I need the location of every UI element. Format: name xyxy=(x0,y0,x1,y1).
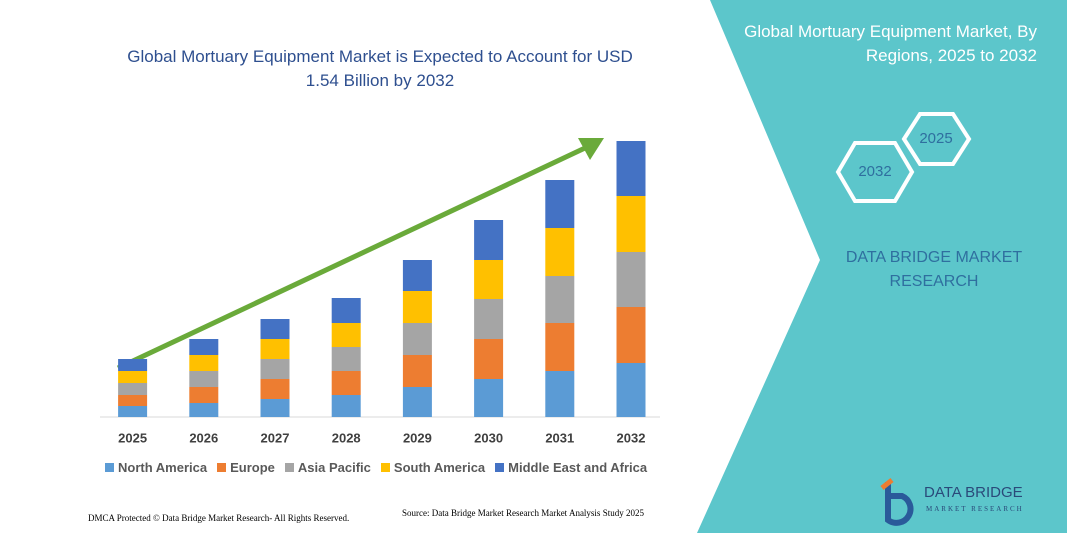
legend-item: Middle East and Africa xyxy=(495,460,647,475)
bar-segment xyxy=(474,260,504,299)
hex-label: 2032 xyxy=(858,163,891,180)
legend-swatch xyxy=(380,463,390,472)
bar-segment xyxy=(189,355,219,371)
bar-segment xyxy=(118,406,148,417)
bar-segment xyxy=(616,307,646,363)
legend-label: Asia Pacific xyxy=(297,460,371,475)
hex-label: 2025 xyxy=(919,130,952,147)
bar-segment xyxy=(331,298,361,323)
bar-segment xyxy=(545,180,575,228)
bar-segment xyxy=(189,387,219,403)
bar-segment xyxy=(545,276,575,323)
bar-segment xyxy=(474,379,504,417)
trend-arrow xyxy=(116,145,587,371)
panel-brand: DATA BRIDGE MARKET RESEARCH xyxy=(845,249,1023,290)
legend-swatch xyxy=(105,463,114,472)
legend-item: South America xyxy=(380,460,486,475)
hexagon xyxy=(901,112,972,166)
x-tick-label: 2028 xyxy=(332,430,361,445)
x-tick-label: 2029 xyxy=(403,430,432,445)
bar-segment xyxy=(331,395,361,417)
bar-segment xyxy=(616,141,646,196)
logo-name: DATA BRIDGE xyxy=(924,484,1023,501)
bar-segment xyxy=(616,363,646,417)
legend-item: Europe xyxy=(217,460,275,475)
logo-icon xyxy=(880,478,894,490)
bar-segment xyxy=(545,323,575,371)
hexagon xyxy=(835,141,915,203)
bar-segment xyxy=(402,387,432,417)
bar-segment xyxy=(260,359,290,379)
side-panel xyxy=(697,0,1067,533)
bar-segment xyxy=(402,355,432,387)
panel-title: Global Mortuary Equipment Market, By Reg… xyxy=(744,22,1037,65)
bar-segment xyxy=(331,371,361,395)
arrow-head xyxy=(578,138,604,160)
bar-segment xyxy=(118,395,148,406)
bar-segment xyxy=(474,220,504,260)
bar-segment xyxy=(616,196,646,252)
bar-segment xyxy=(402,260,432,291)
bar-segment xyxy=(118,371,148,383)
chart-title: Global Mortuary Equipment Market is Expe… xyxy=(127,47,633,90)
x-tick-label: 2026 xyxy=(189,430,218,445)
bar-segment xyxy=(189,371,219,387)
x-tick-label: 2025 xyxy=(118,430,147,445)
bar-segment xyxy=(189,339,219,355)
bar-segment xyxy=(189,403,219,417)
bar-segment xyxy=(616,252,646,307)
bar-segment xyxy=(474,299,504,339)
legend: North America Europe Asia Pacific South Ame… xyxy=(105,460,647,475)
bar-segment xyxy=(545,228,575,276)
legend-label: North America xyxy=(118,460,208,475)
x-tick-label: 2032 xyxy=(617,430,646,445)
bar-segment xyxy=(402,291,432,323)
bar-segment xyxy=(260,319,290,339)
bar-segment xyxy=(260,379,290,399)
legend-swatch xyxy=(217,463,227,472)
bar-segment xyxy=(331,347,361,371)
legend-swatch xyxy=(284,463,294,472)
x-tick-label: 2027 xyxy=(261,430,290,445)
source-note: Source: Data Bridge Market Research Mark… xyxy=(402,508,644,518)
legend-label: Middle East and Africa xyxy=(508,460,648,475)
legend-label: South America xyxy=(393,460,486,475)
bar-segment xyxy=(402,323,432,355)
bar-segment xyxy=(331,323,361,347)
legend-swatch xyxy=(495,463,505,472)
x-tick-label: 2031 xyxy=(545,430,574,445)
logo-tagline: MARKET RESEARCH xyxy=(926,505,1024,513)
bar-segment xyxy=(260,399,290,417)
legend-item: North America xyxy=(105,460,207,475)
bar-segment xyxy=(260,339,290,359)
bar-segment xyxy=(118,383,148,395)
bar-segment xyxy=(118,359,148,371)
bar-segment xyxy=(474,339,504,379)
x-tick-label: 2030 xyxy=(474,430,503,445)
legend-item: Asia Pacific xyxy=(284,460,371,475)
logo-icon xyxy=(885,482,914,526)
legend-label: Europe xyxy=(230,460,275,475)
bar-segment xyxy=(545,371,575,417)
dmca-note: DMCA Protected © Data Bridge Market Rese… xyxy=(88,513,350,523)
